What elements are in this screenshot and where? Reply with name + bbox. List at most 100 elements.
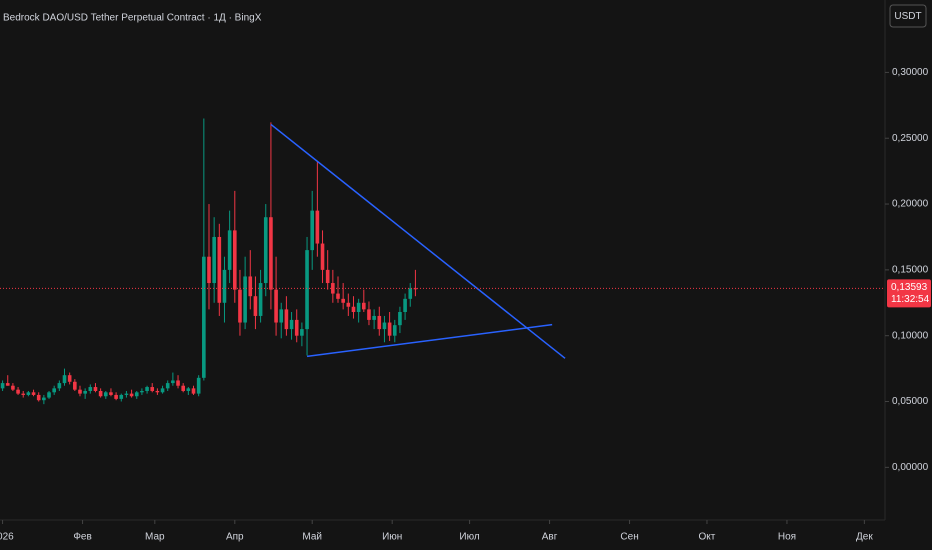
currency-label[interactable]: USDT bbox=[894, 11, 921, 22]
candle-body bbox=[191, 388, 196, 394]
x-tick-label: Ноя bbox=[778, 532, 796, 543]
candle-body bbox=[119, 394, 124, 399]
x-tick-label: Июл bbox=[459, 532, 479, 543]
candle-body bbox=[258, 283, 263, 316]
candle-body bbox=[83, 390, 87, 394]
candle-body bbox=[248, 276, 253, 297]
x-tick-label: Окт bbox=[699, 532, 716, 543]
y-tick-label: 0,25000 bbox=[892, 133, 929, 144]
candle-body bbox=[109, 392, 113, 395]
x-tick-label: Мар bbox=[145, 532, 165, 543]
candle-body bbox=[26, 392, 31, 395]
candle-body bbox=[289, 319, 294, 330]
candle-body bbox=[227, 230, 232, 270]
x-tick-label: Май bbox=[302, 532, 322, 543]
candle-body bbox=[341, 298, 345, 303]
candle-body bbox=[284, 309, 289, 330]
candle-body bbox=[21, 393, 26, 395]
chart-title: Bedrock DAO/USD Tether Perpetual Contrac… bbox=[3, 13, 262, 24]
x-tick-label: Сен bbox=[620, 532, 638, 543]
last-price-label: 0,13593 bbox=[891, 282, 928, 293]
y-tick-label: 0,15000 bbox=[892, 265, 929, 276]
candle-body bbox=[351, 306, 356, 312]
candle-body bbox=[212, 236, 216, 284]
candle-body bbox=[124, 393, 129, 395]
candle-body bbox=[310, 210, 315, 251]
candle-body bbox=[238, 289, 242, 323]
candle-body bbox=[346, 302, 351, 307]
candle-body bbox=[140, 390, 144, 393]
candle-body bbox=[217, 236, 222, 303]
candle-body bbox=[253, 296, 258, 316]
candle-body bbox=[78, 389, 82, 394]
candle-body bbox=[279, 309, 284, 323]
candle-body bbox=[300, 329, 304, 336]
x-tick-label: Авг bbox=[542, 532, 558, 543]
candle-body bbox=[207, 256, 211, 284]
y-tick-label: 0,00000 bbox=[892, 462, 929, 473]
candle-body bbox=[331, 283, 335, 294]
candle-body bbox=[160, 388, 165, 393]
candle-body bbox=[98, 390, 103, 397]
candle-body bbox=[103, 392, 108, 397]
candle-body bbox=[305, 250, 309, 330]
x-tick-label: Фев bbox=[73, 532, 91, 543]
candle-body bbox=[186, 388, 191, 391]
candle-body bbox=[145, 387, 149, 391]
candle-body bbox=[269, 217, 273, 290]
candle-body bbox=[42, 397, 46, 401]
currency-button[interactable] bbox=[889, 4, 927, 28]
candle-body bbox=[181, 385, 185, 391]
candle-body bbox=[263, 217, 268, 284]
candle-body bbox=[243, 276, 247, 323]
candle-body bbox=[114, 394, 118, 399]
candle-body bbox=[31, 392, 36, 395]
candle-body bbox=[403, 298, 407, 312]
candle-body bbox=[196, 377, 201, 394]
candle-body bbox=[274, 289, 278, 323]
last-price-box bbox=[887, 279, 931, 308]
candle-body bbox=[315, 210, 320, 244]
candle-body bbox=[171, 380, 175, 384]
candle-body bbox=[398, 312, 402, 326]
candle-body bbox=[372, 315, 376, 320]
candle-body bbox=[67, 375, 72, 382]
candle-body bbox=[73, 381, 77, 390]
candle-body bbox=[155, 390, 160, 393]
y-tick-label: 0,20000 bbox=[892, 199, 929, 210]
candle-body bbox=[294, 319, 299, 336]
candle-body bbox=[320, 243, 325, 270]
candle-body bbox=[129, 393, 134, 397]
candle-body bbox=[134, 392, 139, 397]
candle-body bbox=[93, 387, 98, 391]
candle-body bbox=[367, 309, 371, 320]
candle-body bbox=[336, 293, 340, 299]
x-tick-label: 2026 bbox=[0, 532, 14, 543]
candle-body bbox=[62, 375, 67, 384]
candle-body bbox=[57, 383, 62, 389]
candle-body bbox=[392, 325, 397, 336]
candle-body bbox=[387, 322, 392, 336]
candle-body bbox=[356, 302, 361, 312]
candle-body bbox=[361, 302, 366, 310]
x-tick-label: Дек bbox=[856, 532, 873, 543]
candle-body bbox=[377, 315, 382, 330]
candle-body bbox=[325, 269, 330, 284]
candle-body bbox=[88, 387, 93, 391]
candle-body bbox=[165, 383, 170, 389]
candle-body bbox=[222, 269, 227, 303]
countdown-label: 11:32:54 bbox=[891, 294, 930, 305]
candle-body bbox=[176, 380, 180, 386]
candle-body bbox=[382, 322, 387, 330]
candle-body bbox=[11, 385, 15, 390]
candle-body bbox=[36, 394, 41, 401]
x-tick-label: Апр bbox=[226, 532, 244, 543]
candle-body bbox=[202, 256, 206, 378]
candle-body bbox=[16, 389, 20, 394]
y-tick-label: 0,10000 bbox=[892, 330, 929, 341]
candle-body bbox=[0, 383, 5, 389]
candle-body bbox=[5, 383, 10, 386]
trendline bbox=[306, 323, 553, 358]
